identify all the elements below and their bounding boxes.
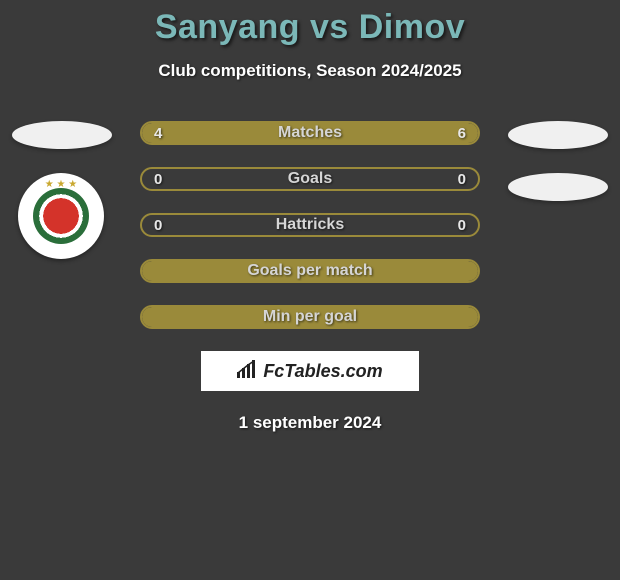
stats-area: ★ ★ ★ 4 Matches 6 0 Goals 0 0 bbox=[0, 121, 620, 329]
stat-pill: Goals per match bbox=[140, 259, 480, 283]
brand-text: FcTables.com bbox=[263, 361, 382, 382]
stat-pill: 0 Hattricks 0 bbox=[140, 213, 480, 237]
stat-row-goals-per-match: Goals per match bbox=[0, 259, 620, 283]
stat-row-hattricks: 0 Hattricks 0 bbox=[0, 213, 620, 237]
page-title: Sanyang vs Dimov bbox=[0, 8, 620, 47]
stat-value-right: 0 bbox=[458, 171, 466, 188]
stat-label: Matches bbox=[142, 124, 478, 142]
stat-label: Hattricks bbox=[142, 216, 478, 234]
chart-icon bbox=[237, 360, 259, 383]
stat-row-matches: 4 Matches 6 bbox=[0, 121, 620, 145]
stat-pill: 0 Goals 0 bbox=[140, 167, 480, 191]
date-text: 1 september 2024 bbox=[0, 413, 620, 433]
subtitle: Club competitions, Season 2024/2025 bbox=[0, 61, 620, 81]
comparison-widget: Sanyang vs Dimov Club competitions, Seas… bbox=[0, 0, 620, 580]
stat-row-goals: 0 Goals 0 bbox=[0, 167, 620, 191]
stat-label: Goals bbox=[142, 170, 478, 188]
stat-label: Min per goal bbox=[142, 308, 478, 326]
stat-pill: Min per goal bbox=[140, 305, 480, 329]
stat-pill: 4 Matches 6 bbox=[140, 121, 480, 145]
stat-value-right: 6 bbox=[458, 125, 466, 142]
brand-box[interactable]: FcTables.com bbox=[201, 351, 419, 391]
stat-value-right: 0 bbox=[458, 217, 466, 234]
stat-row-min-per-goal: Min per goal bbox=[0, 305, 620, 329]
stat-label: Goals per match bbox=[142, 262, 478, 280]
